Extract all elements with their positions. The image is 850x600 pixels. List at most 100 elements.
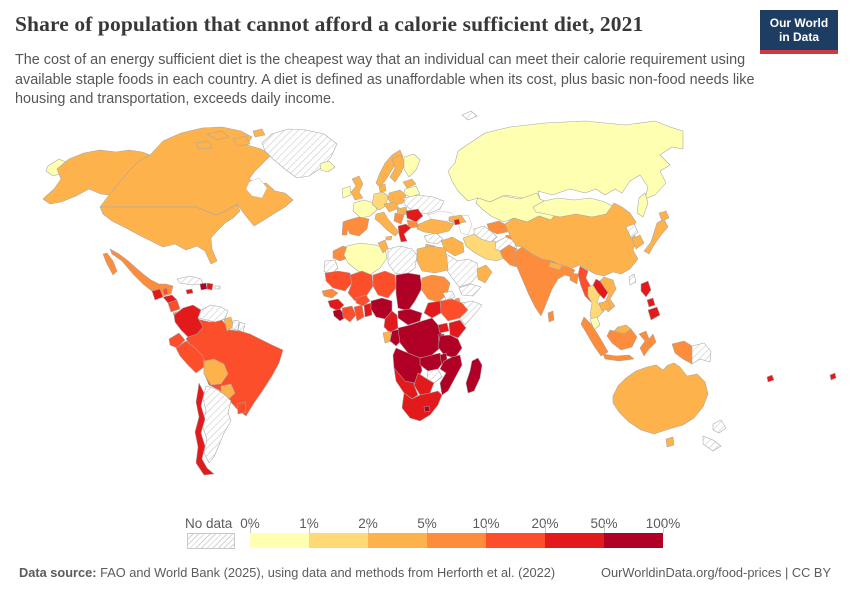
country-indonesia-papua[interactable] [671, 340, 693, 365]
country-sierra-leone-liberia[interactable] [332, 308, 347, 322]
country-tunisia[interactable] [377, 239, 389, 254]
country-haiti[interactable] [199, 282, 208, 291]
owid-logo[interactable]: Our World in Data [760, 10, 838, 54]
country-madagascar[interactable] [465, 357, 483, 394]
country-venezuela[interactable] [197, 304, 229, 323]
country-kenya[interactable] [448, 319, 467, 339]
country-russia-sakhalin[interactable] [636, 192, 649, 218]
country-south-africa[interactable] [401, 390, 443, 422]
country-yemen[interactable] [458, 283, 482, 297]
country-mongolia[interactable] [532, 197, 613, 218]
country-guinea[interactable] [327, 298, 345, 312]
legend-bin-0-1[interactable] [250, 533, 309, 548]
country-ivory-coast[interactable] [341, 305, 357, 323]
country-sweden[interactable] [389, 154, 406, 183]
country-niger[interactable] [372, 270, 397, 299]
country-sicily[interactable] [385, 235, 393, 241]
country-serbia-balkans[interactable] [393, 212, 405, 225]
country-iceland[interactable] [319, 160, 336, 173]
country-libya[interactable] [387, 245, 418, 276]
legend-bin-5-10[interactable] [427, 533, 486, 548]
country-sri-lanka[interactable] [547, 310, 555, 323]
legend-bin-50-100[interactable] [604, 533, 663, 548]
country-bolivia[interactable] [203, 358, 229, 386]
country-argentina[interactable] [201, 385, 232, 464]
country-chad[interactable] [395, 272, 423, 312]
country-canada-island-1[interactable] [206, 130, 230, 141]
country-greece[interactable] [397, 223, 412, 243]
country-canada-island-4[interactable] [252, 128, 266, 138]
country-algeria[interactable] [343, 242, 388, 276]
legend-bin-2-5[interactable] [368, 533, 427, 548]
country-cambodia[interactable] [598, 300, 612, 312]
country-spain[interactable] [345, 216, 370, 237]
country-portugal[interactable] [341, 219, 349, 236]
country-suriname[interactable] [231, 319, 240, 331]
country-canada-island-3[interactable] [195, 140, 213, 150]
country-nepal[interactable] [548, 261, 563, 271]
country-malaysia-borneo[interactable] [613, 324, 632, 335]
country-usa[interactable] [99, 203, 241, 265]
country-zambia[interactable] [419, 352, 445, 372]
legend-bin-20-50[interactable] [545, 533, 604, 548]
country-south-korea[interactable] [631, 234, 645, 250]
country-poland[interactable] [387, 189, 407, 207]
country-chile[interactable] [194, 382, 215, 476]
country-fiji-wrap[interactable] [829, 372, 837, 381]
country-czech-austria[interactable] [383, 201, 400, 213]
country-vietnam[interactable] [599, 276, 617, 313]
country-japan[interactable] [643, 218, 669, 255]
country-somalia[interactable] [459, 300, 483, 326]
country-italy[interactable] [374, 211, 400, 237]
owid-url-license[interactable]: OurWorldinData.org/food-prices | CC BY [601, 565, 831, 580]
country-finland[interactable] [403, 153, 421, 178]
country-mexico[interactable] [109, 248, 174, 297]
country-philippines-visayas[interactable] [646, 297, 656, 308]
country-new-zealand-north[interactable] [712, 419, 727, 434]
country-oman[interactable] [476, 264, 493, 284]
country-uk[interactable] [350, 175, 364, 201]
country-cuba[interactable] [176, 275, 204, 286]
country-tasmania[interactable] [665, 436, 675, 448]
country-namibia[interactable] [393, 367, 419, 400]
country-indonesia-sulawesi[interactable] [638, 330, 657, 357]
country-papua-new-guinea[interactable] [691, 342, 712, 365]
country-north-korea[interactable] [625, 223, 639, 239]
country-belize[interactable] [162, 287, 169, 296]
country-mozambique[interactable] [439, 354, 463, 396]
country-mexico-baja[interactable] [102, 252, 118, 276]
country-zimbabwe[interactable] [426, 368, 443, 384]
country-france[interactable] [352, 199, 378, 219]
country-svalbard[interactable] [461, 110, 478, 121]
legend-no-data-swatch[interactable] [187, 533, 235, 549]
country-lesotho[interactable] [423, 405, 431, 413]
country-india[interactable] [512, 246, 576, 317]
country-philippines-luzon[interactable] [640, 280, 652, 298]
country-jamaica[interactable] [185, 288, 194, 295]
country-uruguay[interactable] [236, 401, 247, 415]
country-indonesia-java[interactable] [602, 353, 635, 362]
country-taiwan[interactable] [628, 273, 637, 286]
legend-bin-1-2[interactable] [309, 533, 368, 548]
country-egypt[interactable] [416, 245, 449, 274]
country-armenia[interactable] [453, 218, 461, 226]
country-syria[interactable] [423, 232, 444, 245]
country-fiji[interactable] [766, 374, 775, 383]
country-philippines-mindanao[interactable] [647, 306, 661, 321]
country-ireland[interactable] [341, 185, 352, 199]
country-eritrea[interactable] [442, 290, 456, 301]
country-uzbekistan[interactable] [486, 220, 509, 235]
country-denmark[interactable] [378, 183, 387, 193]
country-baltics[interactable] [402, 178, 417, 189]
country-russia[interactable] [447, 120, 684, 203]
legend-bin-10-20[interactable] [486, 533, 545, 548]
country-burkina-faso[interactable] [355, 294, 371, 307]
country-colombia[interactable] [173, 304, 204, 338]
country-senegal[interactable] [321, 288, 339, 299]
country-ukraine[interactable] [403, 194, 445, 215]
country-new-zealand-south[interactable] [702, 435, 722, 452]
country-french-guiana[interactable] [237, 321, 246, 333]
country-mauritania[interactable] [324, 270, 353, 292]
country-central-african-republic[interactable] [397, 308, 423, 326]
country-turkmenistan[interactable] [473, 225, 498, 243]
